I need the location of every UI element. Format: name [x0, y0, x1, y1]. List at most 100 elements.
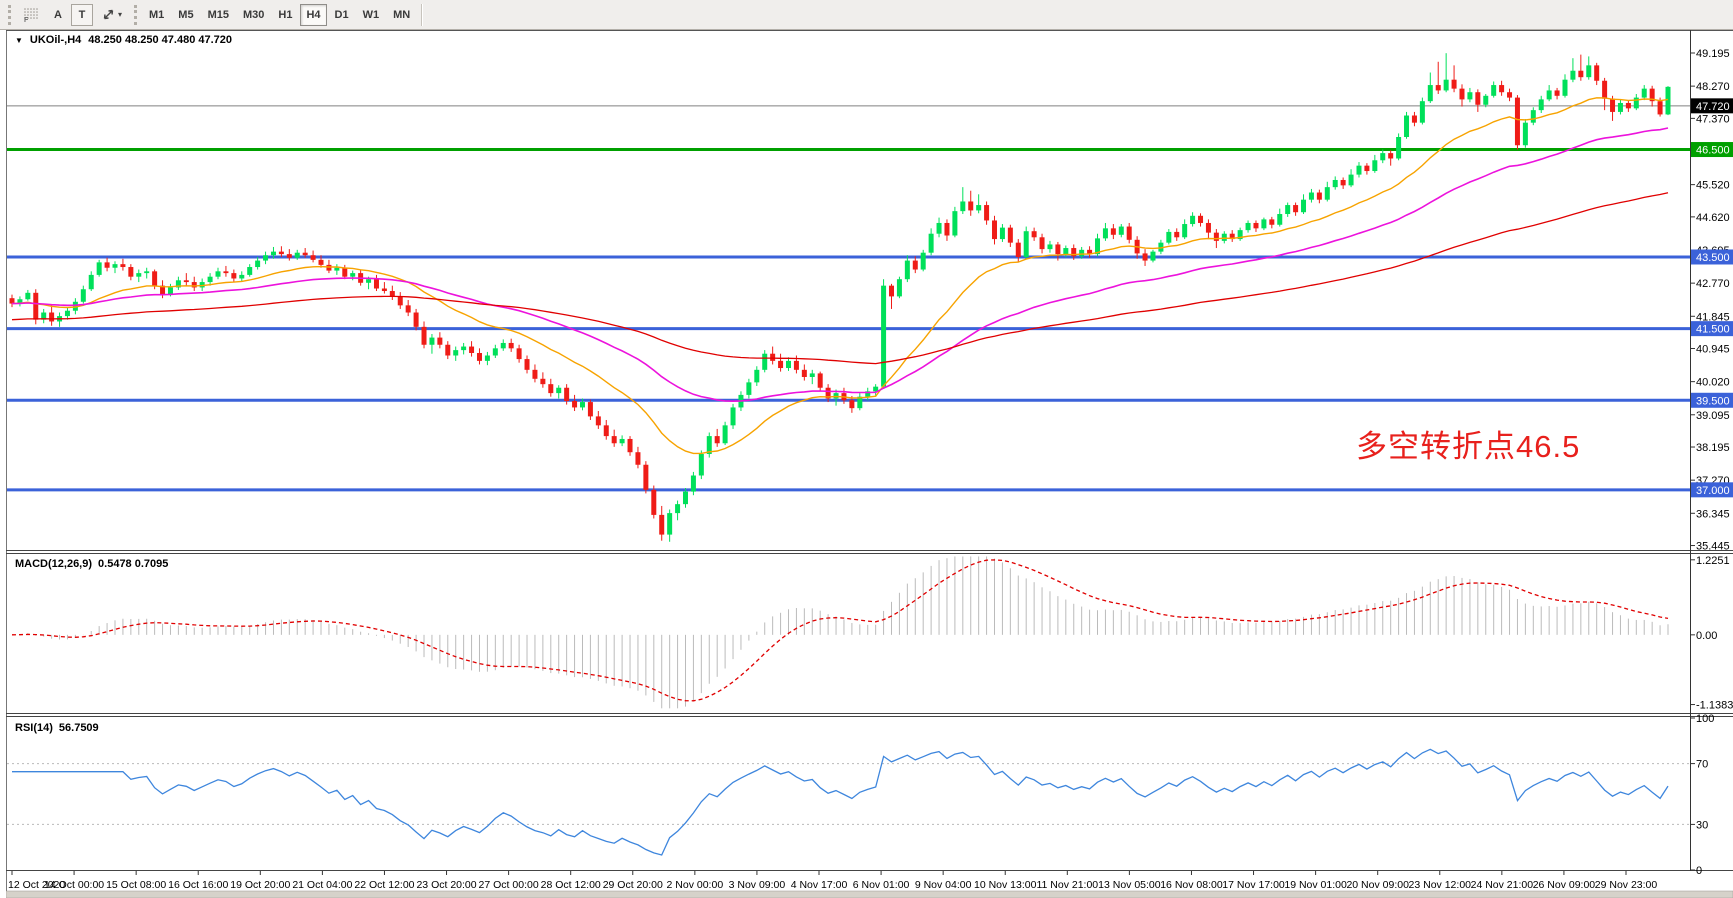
candle-body	[381, 288, 387, 292]
rsi-axis-label: 0	[1696, 865, 1702, 877]
macd-signal-line	[11, 559, 1669, 702]
candle-body	[350, 273, 356, 277]
timeframe-w1-button[interactable]: W1	[362, 8, 380, 21]
date-label: 20 Nov 09:00	[1346, 879, 1409, 891]
timeframe-m15-button[interactable]: M15	[207, 8, 229, 21]
candle-body	[1435, 85, 1441, 91]
macd-values: 0.5478 0.7095	[98, 558, 169, 570]
toolbar-drag-handle[interactable]	[8, 4, 11, 25]
toolbar: F A T ▾ M1 M5 M15 M30 H1 H4 D1 W1 MN	[0, 0, 1733, 30]
rsi-indicator-label: RSI(14) 56.7509	[15, 722, 99, 734]
price-tick-label: 45.520	[1696, 180, 1730, 192]
candle-body	[1142, 253, 1148, 261]
candle-body	[825, 387, 831, 399]
candle-body	[1221, 233, 1227, 241]
candle-body	[809, 373, 815, 377]
candle-body	[1213, 232, 1219, 241]
candle-body	[1261, 219, 1267, 229]
timeframe-d1-button[interactable]: D1	[334, 8, 349, 21]
chart-shift-grid-button[interactable]: F	[17, 4, 45, 26]
date-label: 6 Nov 01:00	[853, 879, 910, 891]
candle-body	[1491, 85, 1497, 96]
candle-body	[1380, 153, 1386, 161]
timeframe-m1-button[interactable]: M1	[149, 8, 165, 21]
date-label: 12 Oct 2020	[8, 879, 65, 891]
timeframe-drag-handle[interactable]	[134, 4, 138, 25]
window-bottom-edge	[6, 890, 1733, 898]
candle-body	[1419, 101, 1425, 123]
rsi-name: RSI(14)	[15, 722, 53, 734]
level-lines	[7, 105, 1690, 492]
candle-body	[1285, 205, 1291, 215]
candle-body	[889, 285, 895, 297]
candle-body	[896, 279, 902, 297]
candle-body	[1641, 88, 1647, 98]
candle-body	[801, 369, 807, 377]
candle-body	[992, 220, 998, 240]
candle-body	[326, 264, 332, 271]
candle-body	[366, 279, 372, 283]
candle-body	[1562, 79, 1568, 96]
candle-body	[1633, 97, 1639, 109]
date-label: 23 Nov 12:00	[1409, 879, 1472, 891]
candle-body	[1586, 65, 1592, 78]
timeframe-h4-button[interactable]: H4	[300, 3, 327, 26]
candle-body	[1348, 174, 1354, 186]
candle-body	[1110, 228, 1116, 235]
candle-body	[334, 267, 340, 271]
candle-body	[516, 348, 522, 360]
candle-body	[1087, 249, 1093, 255]
candle-body	[1665, 86, 1671, 115]
candle-body	[286, 254, 292, 258]
candles	[9, 53, 1671, 542]
date-label: 23 Oct 20:00	[416, 879, 476, 891]
text-tool-button[interactable]: T	[71, 3, 93, 26]
candle-body	[524, 359, 530, 370]
price-tick-label: 38.195	[1696, 442, 1730, 454]
timeframe-m5-button[interactable]: M5	[178, 8, 194, 21]
candle-body	[1443, 79, 1449, 91]
candle-body	[160, 285, 166, 295]
candle-body	[1364, 165, 1370, 172]
arrows-dropdown-icon[interactable]: ▾	[118, 10, 123, 19]
candle-body	[413, 312, 419, 327]
candle-body	[1507, 92, 1513, 98]
candle-body	[1308, 192, 1314, 200]
candle-body	[484, 355, 490, 361]
candle-body	[80, 289, 86, 302]
price-tick-label: 36.345	[1696, 508, 1730, 520]
price-tag-label: 47.720	[1696, 101, 1730, 113]
candle-body	[294, 252, 300, 258]
candle-body	[1427, 85, 1433, 102]
candle-body	[1530, 110, 1536, 123]
price-tick-label: 44.620	[1696, 212, 1730, 224]
candle-body	[421, 326, 427, 345]
candle-body	[793, 360, 799, 370]
candle-body	[405, 305, 411, 313]
symbol-dropdown-icon[interactable]: ▼	[15, 35, 23, 45]
date-label: 3 Nov 09:00	[729, 879, 786, 891]
toolbar-separator	[421, 3, 424, 26]
timeframe-mn-button[interactable]: MN	[393, 8, 411, 21]
candle-body	[49, 312, 55, 322]
macd-axis-label: 0.00	[1696, 630, 1717, 642]
candle-body	[136, 273, 142, 277]
rsi-axis-label: 70	[1696, 759, 1708, 771]
candle-body	[1372, 160, 1378, 172]
candle-body	[120, 264, 126, 268]
date-label: 4 Nov 17:00	[791, 879, 848, 891]
candle-body	[952, 211, 958, 236]
arrows-tool-button[interactable]: ▾	[95, 4, 128, 26]
chart-canvas[interactable]: 49.19548.27047.37045.52044.62043.69542.7…	[6, 30, 1733, 898]
timeframe-h1-button[interactable]: H1	[278, 8, 293, 21]
candle-body	[730, 407, 736, 426]
price-tag-label: 39.500	[1696, 395, 1730, 407]
moving-average-20	[11, 97, 1669, 455]
font-tool-button[interactable]: A	[54, 8, 62, 21]
candle-body	[397, 296, 403, 306]
rsi-axis-label: 30	[1696, 819, 1708, 831]
candle-body	[635, 452, 641, 465]
timeframe-m30-button[interactable]: M30	[242, 8, 265, 21]
candle-body	[833, 393, 839, 399]
